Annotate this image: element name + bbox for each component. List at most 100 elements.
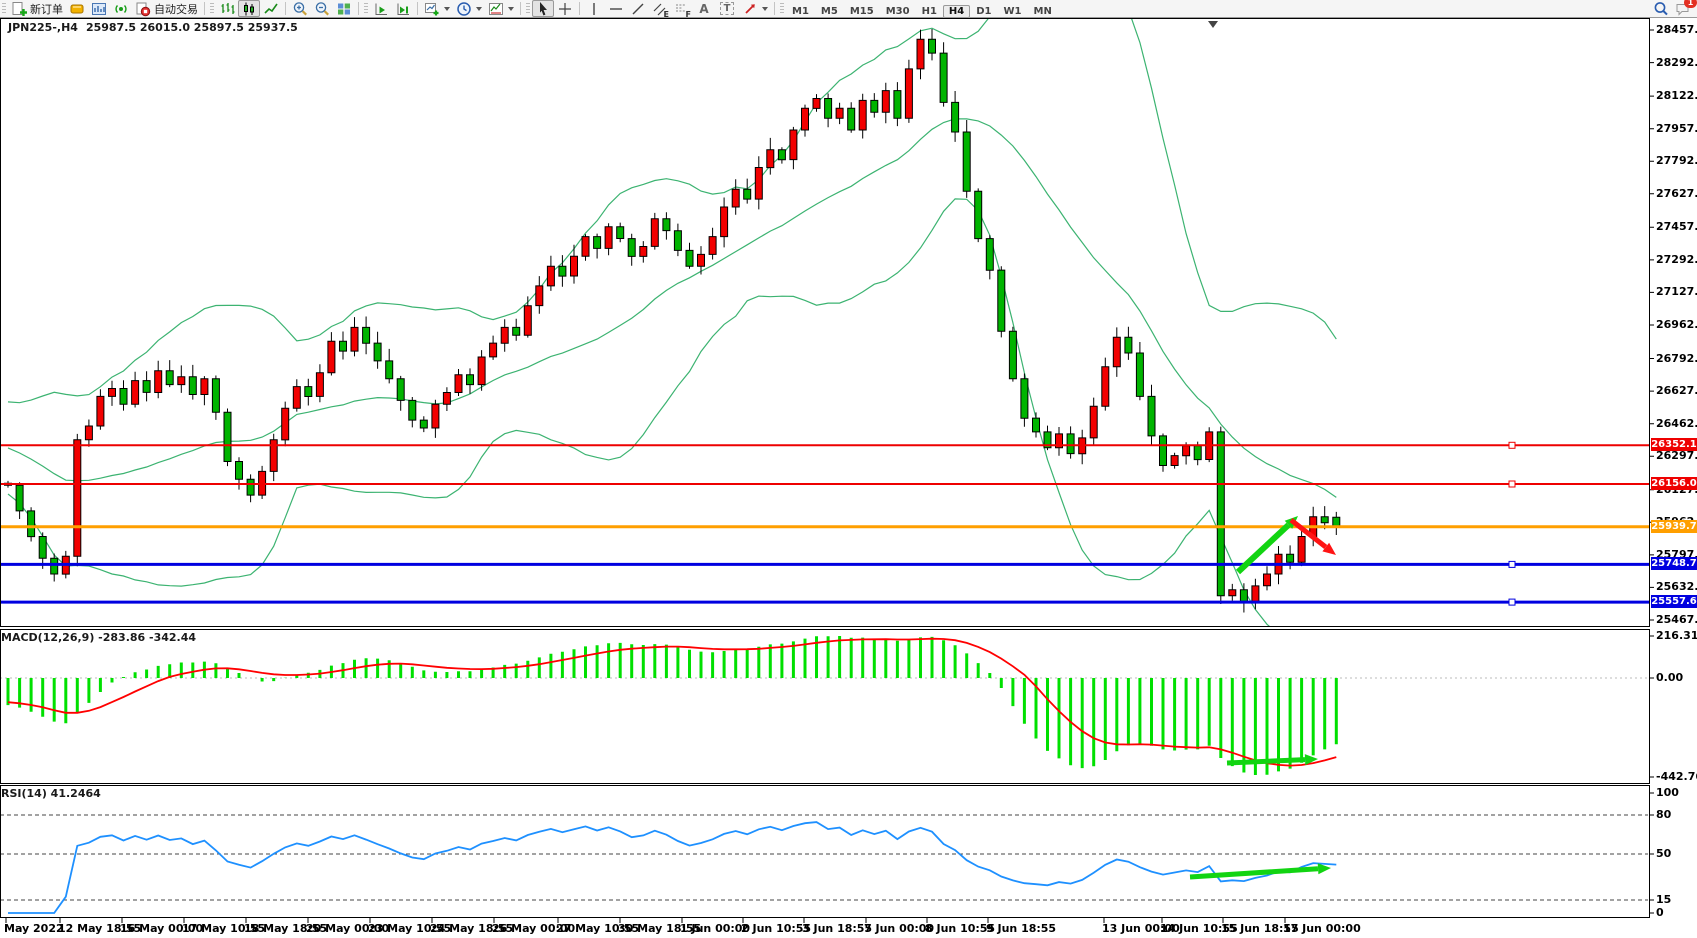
chevron-down-icon[interactable] [444, 6, 450, 11]
toolbar-grip[interactable] [2, 2, 6, 15]
crosshair-button[interactable] [554, 0, 576, 17]
toolbar-grip[interactable] [780, 2, 784, 15]
rsi-tick-label: 15 [1656, 893, 1672, 906]
fibo-letter: F [685, 9, 691, 19]
chevron-down-icon[interactable] [762, 6, 768, 11]
new-order-button[interactable]: 新订单 [8, 0, 66, 17]
chart-title: JPN225-,H4 25987.5 26015.0 25897.5 25937.… [8, 21, 298, 34]
toolbar-grip[interactable] [526, 2, 530, 15]
price-tick-label: 25467.0 [1656, 612, 1697, 626]
time-axis-label: 7 Jun 00:00 [864, 922, 935, 935]
bearish-trend-arrow[interactable] [1289, 518, 1336, 555]
bar-chart-button[interactable] [216, 0, 238, 17]
chat-icon[interactable]: 1 [1675, 0, 1697, 17]
horizontal-line-26156.0[interactable] [0, 480, 1649, 488]
chevron-down-icon[interactable] [508, 6, 514, 11]
periods-button[interactable] [453, 0, 485, 17]
chart-shift-button[interactable] [392, 0, 414, 17]
timeframe-M1[interactable]: M1 [792, 5, 809, 17]
chart-shift-marker-icon[interactable] [1208, 21, 1218, 28]
templates-icon [488, 1, 504, 17]
candlestick-chart-button[interactable] [238, 0, 260, 17]
signals-button[interactable] [110, 0, 132, 17]
toolbar-separator [285, 2, 286, 15]
chart-shift-icon [395, 1, 411, 17]
arrows-tool-icon [742, 1, 758, 17]
templates-button[interactable] [485, 0, 517, 17]
hline-price-badge: 25939.7 [1651, 519, 1697, 533]
zoom-in-button[interactable] [289, 0, 311, 17]
equidistant-channel-button[interactable]: E [649, 0, 671, 19]
price-tick-label: 27127.0 [1656, 285, 1697, 299]
trendline-button[interactable] [627, 0, 649, 17]
text-label-button[interactable]: T [715, 0, 739, 17]
horizontal-line-25557.6[interactable] [0, 598, 1649, 606]
arrows-tool-button[interactable] [739, 0, 771, 17]
rsi-indicator-label: RSI(14) 41.2464 [1, 787, 101, 800]
price-tick-label: 27792.0 [1656, 154, 1697, 168]
timeframe-H4[interactable]: H4 [942, 4, 971, 18]
toolbar-separator [204, 2, 205, 15]
price-tick-label: 26297.0 [1656, 449, 1697, 463]
time-axis-label: 23 May 10:55 [368, 922, 452, 935]
horizontal-line-26352.1[interactable] [0, 441, 1649, 449]
time-axis-label: 8 Jun 10:55 [925, 922, 996, 935]
time-axis-label: 14 Jun 10:55 [1160, 922, 1238, 935]
ohlc-values: 25987.5 26015.0 25897.5 25937.5 [85, 21, 298, 34]
rsi-tick-label: 100 [1656, 786, 1679, 799]
trendline-icon [630, 1, 646, 17]
horizontal-line-25748.7[interactable] [0, 560, 1649, 568]
quick-trade-icon [69, 1, 85, 17]
indicators-button[interactable] [421, 0, 453, 17]
price-tick-label: 26627.0 [1656, 384, 1697, 398]
zoom-out-button[interactable] [311, 0, 333, 17]
fibonacci-icon: F [674, 1, 691, 19]
text-button[interactable]: A [693, 0, 715, 17]
time-axis-label: 26 May 00:00 [492, 922, 576, 935]
time-axis-label: 2 Jun 10:55 [741, 922, 812, 935]
time-axis-label: 12 May 18:55 [58, 922, 142, 935]
symbol-period-label: JPN225-,H4 [8, 21, 78, 34]
hline-price-badge: 26156.0 [1651, 477, 1697, 491]
axis-ticks [5, 29, 1654, 923]
timeframe-M15[interactable]: M15 [849, 5, 874, 17]
fibonacci-button[interactable]: F [671, 0, 693, 19]
chevron-down-icon[interactable] [476, 6, 482, 11]
indicators-icon [424, 1, 440, 17]
chart-window-button[interactable] [88, 0, 110, 17]
hline-price-badge: 25557.6 [1651, 595, 1697, 609]
time-axis-label: 16 May 00:00 [120, 922, 204, 935]
periods-icon [456, 1, 472, 17]
macd-flat-arrow[interactable] [1226, 754, 1318, 766]
macd-signal-line [7, 637, 1337, 767]
text-label-icon: T [720, 2, 734, 15]
cursor-button[interactable] [532, 0, 554, 17]
rsi-rising-arrow[interactable] [1189, 863, 1331, 880]
timeframe-M30[interactable]: M30 [885, 5, 910, 17]
bollinger-bands[interactable] [7, 0, 1337, 657]
pane-frames [0, 18, 1650, 918]
price-tick-label: 27292.0 [1656, 252, 1697, 266]
vertical-line-button[interactable] [583, 0, 605, 17]
rsi-tick-label: 50 [1656, 847, 1672, 860]
timeframe-MN[interactable]: MN [1033, 5, 1052, 17]
tile-windows-button[interactable] [333, 0, 355, 17]
toolbar-grip[interactable] [210, 2, 214, 15]
timeframe-D1[interactable]: D1 [976, 5, 992, 17]
line-chart-button[interactable] [260, 0, 282, 17]
time-axis-label: 15 Jun 18:55 [1221, 922, 1299, 935]
timeframe-M5[interactable]: M5 [820, 5, 838, 17]
timeframe-H1[interactable]: H1 [921, 5, 937, 17]
quick-trade-button[interactable] [66, 0, 88, 17]
auto-scroll-button[interactable] [370, 0, 392, 17]
auto-trading-button[interactable]: 自动交易 [132, 0, 201, 17]
timeframe-W1[interactable]: W1 [1003, 5, 1022, 17]
rsi-tick-label: 0 [1656, 906, 1664, 919]
time-axis-label: 27 May 10:55 [556, 922, 640, 935]
text-icon: A [699, 1, 709, 16]
toolbar-grip[interactable] [364, 2, 368, 15]
time-axis-label: 18 May 18:55 [244, 922, 328, 935]
horizontal-line-button[interactable] [605, 0, 627, 17]
search-icon[interactable] [1653, 1, 1669, 17]
